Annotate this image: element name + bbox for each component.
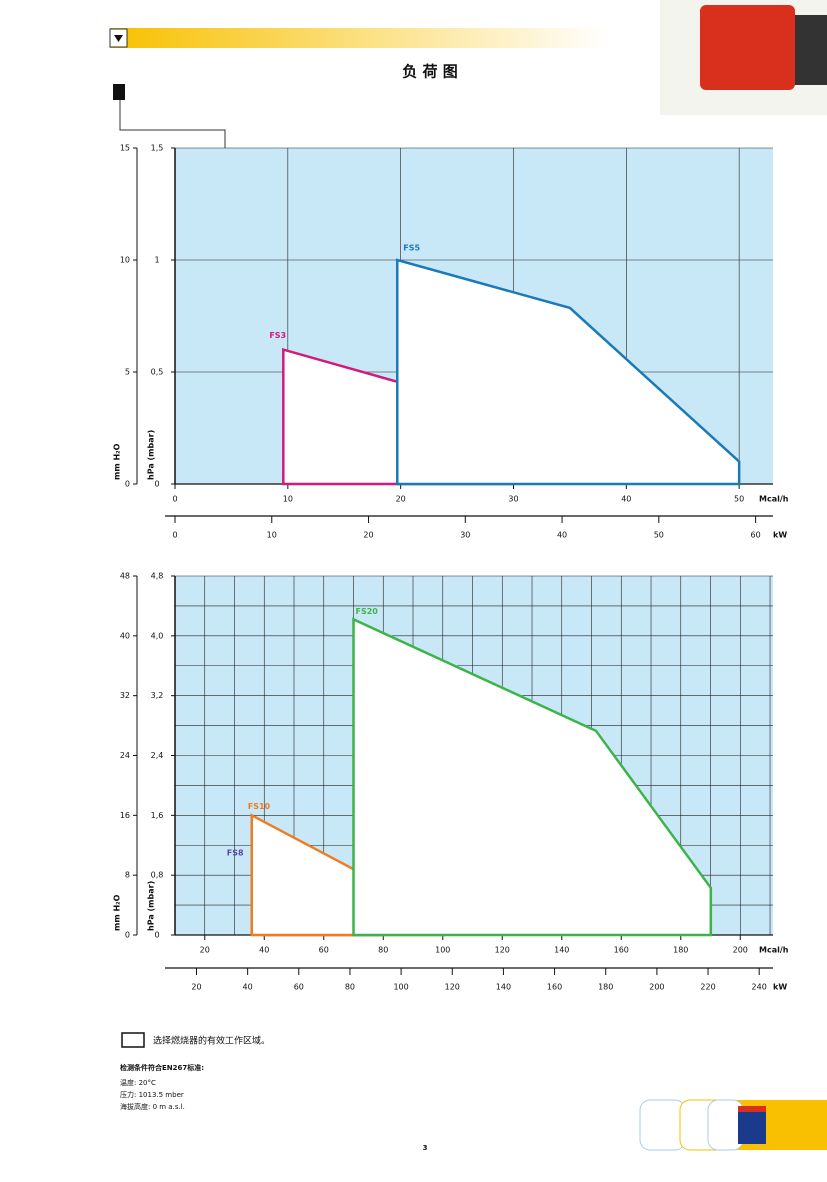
logo-outline: [707, 1099, 744, 1151]
x-axis-label: Mcal/h: [759, 946, 789, 955]
y-axis-label: hPa (mbar): [147, 881, 156, 931]
y-tick-label: 0: [154, 480, 159, 489]
series-label: FS3: [269, 331, 286, 340]
series-label: FS5: [403, 244, 420, 253]
burner-part: [795, 15, 827, 85]
legend-box: [121, 1032, 145, 1048]
x2-tick-label: 20: [191, 983, 201, 992]
x2-tick-label: 60: [294, 983, 304, 992]
x-tick-label: 20: [396, 495, 406, 504]
x-tick-label: 80: [378, 946, 388, 955]
x-axis-label: Mcal/h: [759, 495, 789, 504]
y2-tick-label: 0: [125, 931, 130, 940]
series-label: FS20: [356, 607, 379, 616]
x-tick-label: 120: [495, 946, 510, 955]
legend-text: 选择燃烧器的有效工作区域。: [153, 1035, 270, 1047]
x2-tick-label: 60: [750, 531, 760, 540]
y2-tick-label: 32: [120, 691, 130, 700]
y2-tick-label: 8: [125, 871, 130, 880]
y-tick-label: 1,6: [151, 811, 164, 820]
series-label: FS10: [248, 802, 271, 811]
y2-tick-label: 48: [120, 572, 130, 581]
y-tick-label: 4,0: [151, 631, 164, 640]
x-tick-label: 200: [733, 946, 748, 955]
x2-tick-label: 50: [654, 531, 664, 540]
x-tick-label: 10: [283, 495, 293, 504]
bracket: [119, 100, 226, 148]
x-tick-label: 40: [621, 495, 631, 504]
x2-tick-label: 40: [243, 983, 253, 992]
y-tick-label: 2,4: [151, 751, 164, 760]
y-tick-label: 0,8: [151, 871, 164, 880]
condition: 压力: 1013.5 mber: [120, 1090, 184, 1099]
page-number: 3: [423, 1144, 428, 1152]
x2-tick-label: 180: [598, 983, 613, 992]
y-tick-label: 1,5: [151, 144, 164, 153]
y2-tick-label: 0: [125, 480, 130, 489]
y-tick-label: 1: [154, 256, 159, 265]
y2-tick-label: 16: [120, 811, 130, 820]
x-tick-label: 40: [259, 946, 269, 955]
x2-tick-label: 100: [393, 983, 408, 992]
x2-tick-label: 30: [460, 531, 470, 540]
y2-tick-label: 10: [120, 256, 130, 265]
header-bar: [110, 28, 610, 48]
x2-tick-label: 20: [363, 531, 373, 540]
x-tick-label: 160: [614, 946, 629, 955]
x2-tick-label: 140: [496, 983, 511, 992]
y2-tick-label: 24: [120, 751, 130, 760]
y2-tick-label: 40: [120, 631, 130, 640]
series-label: FS8: [227, 849, 244, 858]
x-tick-label: 60: [319, 946, 329, 955]
y-tick-label: 4,8: [151, 572, 164, 581]
series-line: [396, 258, 741, 486]
x-tick-label: 20: [200, 946, 210, 955]
y2-tick-label: 15: [120, 144, 130, 153]
logo-mark: [738, 1106, 766, 1144]
conditions-title: 检测条件符合EN267标准:: [120, 1063, 204, 1072]
y-tick-label: 0,5: [151, 368, 164, 377]
header-arrow: [114, 35, 123, 42]
x-tick-label: 100: [435, 946, 450, 955]
x2-tick-label: 10: [267, 531, 277, 540]
x-tick-label: 0: [172, 495, 177, 504]
doc-icon: [113, 84, 125, 100]
burner: [700, 5, 795, 90]
condition: 海拔高度: 0 m a.s.l.: [120, 1102, 185, 1111]
x2-tick-label: 120: [445, 983, 460, 992]
x-tick-label: 180: [673, 946, 688, 955]
x2-axis-label: kW: [773, 983, 787, 992]
x2-tick-label: 40: [557, 531, 567, 540]
y2-axis-label: mm H₂O: [113, 894, 122, 931]
x2-tick-label: 160: [547, 983, 562, 992]
y2-tick-label: 5: [125, 368, 130, 377]
x2-tick-label: 240: [752, 983, 767, 992]
y-tick-label: 0: [154, 931, 159, 940]
x2-tick-label: 220: [700, 983, 715, 992]
x2-axis-label: kW: [773, 531, 787, 540]
x2-tick-label: 0: [172, 531, 177, 540]
y-tick-label: 3,2: [151, 691, 164, 700]
logo-outline: [639, 1099, 686, 1151]
series-line: [352, 617, 713, 937]
x-tick-label: 30: [508, 495, 518, 504]
x-tick-label: 50: [734, 495, 744, 504]
logo-mark: [738, 1106, 766, 1112]
y-axis-label: hPa (mbar): [147, 430, 156, 480]
x2-tick-label: 200: [649, 983, 664, 992]
y2-axis-label: mm H₂O: [113, 443, 122, 480]
condition: 温度: 20°C: [120, 1078, 156, 1087]
x-tick-label: 140: [554, 946, 569, 955]
page-title: 负 荷 图: [402, 63, 457, 81]
x2-tick-label: 80: [345, 983, 355, 992]
